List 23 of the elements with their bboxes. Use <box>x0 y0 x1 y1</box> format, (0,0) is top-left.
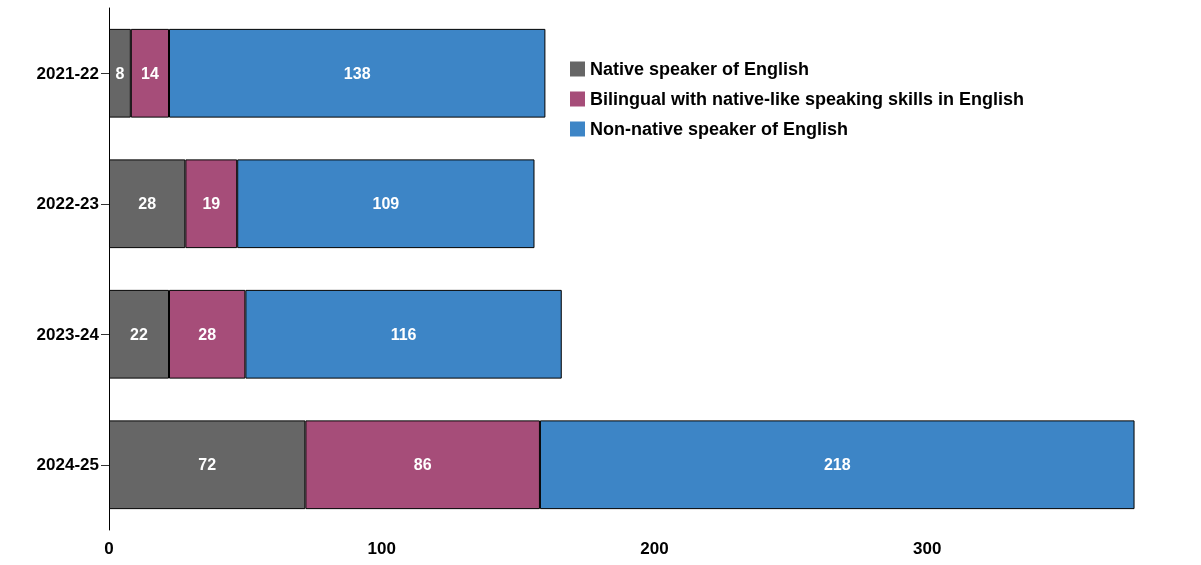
x-tick-label: 200 <box>640 539 669 558</box>
data-label: 8 <box>115 64 125 82</box>
y-tick-label: 2022-23 <box>36 194 99 214</box>
data-label: 22 <box>130 325 148 343</box>
x-tick-label: 300 <box>913 539 942 558</box>
legend-label: Bilingual with native-like speaking skills in English <box>590 89 1025 109</box>
data-label: 28 <box>138 195 157 213</box>
data-label: 14 <box>141 64 159 82</box>
data-label: 19 <box>202 195 221 213</box>
x-tick-label: 0 <box>104 539 114 558</box>
data-label: 72 <box>198 456 217 474</box>
legend-label: Non-native speaker of English <box>590 119 849 139</box>
legend-label: Native speaker of English <box>590 59 810 79</box>
data-label: 218 <box>823 456 851 474</box>
data-label: 138 <box>343 64 371 82</box>
data-label: 116 <box>390 325 417 343</box>
y-tick-label: 2021-22 <box>36 63 99 83</box>
data-label: 109 <box>372 195 400 213</box>
y-tick-label: 2024-25 <box>36 455 99 475</box>
y-tick-label: 2023-24 <box>36 324 100 344</box>
data-label: 86 <box>413 456 432 474</box>
x-tick-label: 100 <box>367 539 396 558</box>
data-label: 28 <box>198 325 217 343</box>
